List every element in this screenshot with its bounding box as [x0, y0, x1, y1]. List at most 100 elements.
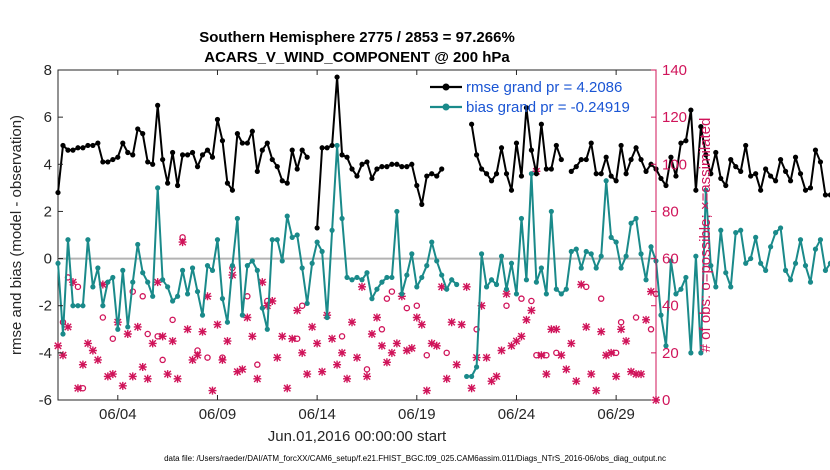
obs-possible-point	[144, 330, 151, 338]
obs-assimilated-point	[88, 346, 97, 355]
obs-assimilated-point	[617, 325, 626, 334]
y-tick-label: -4	[39, 345, 52, 362]
obs-assimilated-point	[587, 370, 596, 379]
obs-assimilated-point	[367, 330, 376, 338]
rmse-point	[100, 159, 106, 165]
rmse-point	[239, 140, 245, 146]
obs-assimilated-point	[78, 360, 87, 369]
obs-assimilated-point	[577, 280, 586, 289]
bias-point	[469, 373, 475, 380]
obs-assimilated-point	[387, 348, 396, 357]
rmse-point	[224, 180, 231, 186]
obs-assimilated-point	[552, 325, 561, 334]
bias-point	[274, 237, 280, 243]
bias-point	[434, 258, 440, 264]
bias-point	[424, 263, 430, 269]
obs-assimilated-point	[158, 332, 167, 341]
rmse-point	[713, 149, 719, 156]
obs-assimilated-point	[338, 348, 347, 357]
bias-point	[508, 260, 515, 266]
obs-assimilated-point	[208, 386, 217, 395]
rmse-point	[583, 156, 589, 163]
obs-assimilated-point	[54, 341, 62, 350]
obs-possible-point	[109, 335, 117, 342]
rmse-point	[65, 147, 71, 153]
obs-assimilated-point	[133, 322, 142, 331]
bias-point	[135, 241, 141, 248]
obs-assimilated-point	[412, 313, 421, 322]
obs-assimilated-point	[402, 346, 411, 355]
rmse-point	[743, 142, 749, 149]
bias-point	[90, 284, 96, 290]
x-tick-label: 06/14	[298, 406, 336, 423]
obs-possible-point	[423, 351, 431, 359]
bias-point	[633, 215, 639, 222]
bias-point	[758, 260, 764, 266]
rmse-point	[568, 168, 574, 174]
bias-point	[668, 258, 674, 264]
y-axis-label: rmse and bias (model - observation)	[8, 115, 25, 355]
obs-assimilated-point	[243, 313, 252, 322]
bias-point	[743, 260, 749, 266]
rmse-point	[817, 159, 824, 165]
obs-assimilated-point	[138, 363, 147, 371]
bias-point	[474, 364, 480, 370]
obs-assimilated-point	[562, 365, 571, 374]
bias-point	[533, 279, 540, 285]
obs-possible-point	[503, 302, 510, 309]
rmse-point	[264, 140, 270, 146]
bias-point	[199, 312, 206, 318]
bias-point	[792, 260, 799, 266]
bias-point	[738, 227, 744, 233]
rmse-point	[234, 131, 240, 137]
rmse-point	[528, 147, 535, 153]
rmse-point	[658, 175, 664, 182]
obs-assimilated-point	[447, 318, 456, 327]
bias-point	[254, 267, 260, 273]
bias-point	[304, 300, 310, 306]
bias-point	[748, 255, 754, 262]
rmse-point	[249, 128, 255, 134]
obs-assimilated-point	[537, 351, 546, 360]
y2-tick-label: 40	[662, 298, 679, 315]
obs-assimilated-point	[542, 370, 551, 379]
legend: rmse grand pr = 4.2086 bias grand pr = -…	[430, 79, 630, 116]
obs-assimilated-point	[278, 332, 287, 341]
bias-point	[219, 296, 226, 302]
rmse-point	[399, 164, 405, 170]
bias-point	[812, 246, 819, 252]
bias-point	[209, 267, 216, 273]
bias-point	[294, 232, 300, 238]
bias-point	[229, 263, 236, 269]
bias-point	[70, 303, 76, 309]
rmse-point	[513, 140, 520, 146]
bias-point	[364, 270, 370, 276]
obs-assimilated-point	[173, 374, 182, 383]
bias-point	[718, 227, 724, 233]
obs-assimilated-point	[477, 301, 486, 310]
bias-point	[319, 248, 325, 255]
rmse-point	[165, 180, 171, 186]
rmse-point	[369, 175, 375, 182]
rmse-point	[548, 166, 554, 172]
rmse-point	[209, 154, 216, 160]
bias-point	[628, 220, 634, 226]
bias-series	[55, 142, 830, 380]
bias-point	[583, 248, 589, 255]
bias-point	[593, 265, 599, 271]
rmse-point	[573, 164, 579, 170]
bias-point	[523, 277, 530, 283]
bias-point	[175, 293, 181, 299]
obs-assimilated-point	[348, 318, 357, 327]
rmse-point	[274, 164, 280, 170]
rmse-point	[199, 152, 206, 158]
obs-possible-point	[338, 333, 346, 340]
y-tick-label: -2	[39, 298, 52, 315]
obs-assimilated-point	[178, 238, 187, 247]
rmse-point	[299, 147, 305, 153]
rmse-point	[608, 173, 614, 179]
rmse-point	[439, 166, 445, 172]
bias-point	[498, 253, 505, 259]
bias-point	[55, 260, 61, 266]
